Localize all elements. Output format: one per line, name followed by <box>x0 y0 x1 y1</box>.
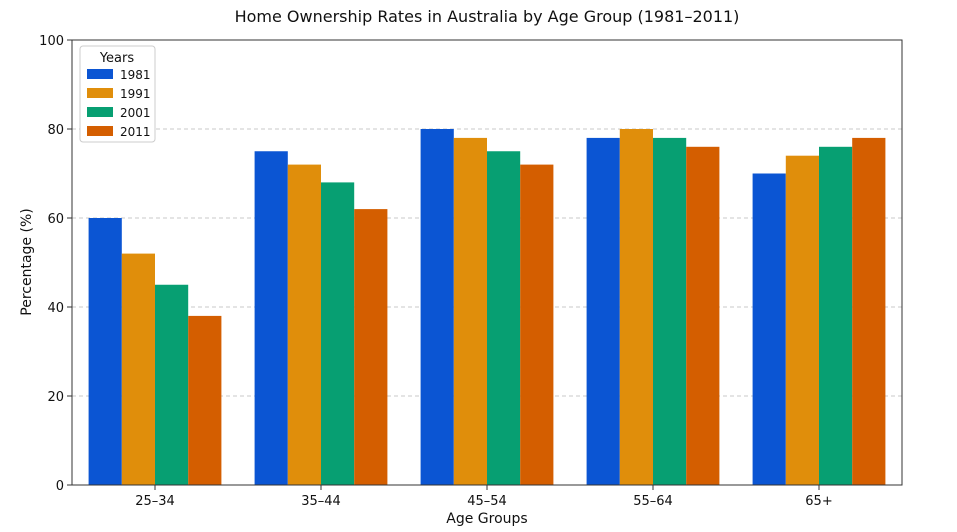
bar-2001-5 <box>819 146 853 486</box>
y-tick-label: 40 <box>47 301 64 316</box>
bar-1991-4 <box>619 129 653 485</box>
y-tick-label: 20 <box>47 390 64 405</box>
bar-2011-3 <box>520 164 554 485</box>
x-tick-label: 35–44 <box>301 494 341 509</box>
bar-1991-1 <box>121 253 155 485</box>
bar-2001-4 <box>653 137 687 485</box>
x-tick-label: 65+ <box>805 494 832 509</box>
chart-title: Home Ownership Rates in Australia by Age… <box>235 7 740 26</box>
legend: Years 1981 1991 2001 2011 <box>79 45 156 143</box>
y-tick-label: 80 <box>47 123 64 138</box>
bar-1991-3 <box>453 137 487 485</box>
bar-1981-3 <box>420 129 454 485</box>
y-tick-label: 60 <box>47 212 64 227</box>
bar-2011-1 <box>188 315 222 485</box>
legend-swatch-2001 <box>87 107 113 117</box>
legend-swatch-2011 <box>87 126 113 136</box>
x-tick-label: 55–64 <box>633 494 673 509</box>
legend-label-2011: 2011 <box>120 125 151 139</box>
bar-2001-1 <box>155 284 189 485</box>
bars <box>88 129 886 486</box>
legend-label-2001: 2001 <box>120 106 151 120</box>
x-tick-label: 25–34 <box>135 494 175 509</box>
bar-1981-1 <box>88 218 122 485</box>
legend-swatch-1991 <box>87 88 113 98</box>
x-axis-ticks: 25–34 35–44 45–54 55–64 65+ <box>135 485 833 509</box>
y-axis-label: Percentage (%) <box>19 208 35 315</box>
bar-2011-5 <box>852 137 886 485</box>
bar-2011-4 <box>686 146 720 486</box>
bar-1981-4 <box>586 137 620 485</box>
y-axis-ticks: 0 20 40 60 80 100 <box>39 34 72 494</box>
x-tick-label: 45–54 <box>467 494 507 509</box>
bar-1981-2 <box>254 151 288 485</box>
bar-2011-2 <box>354 209 388 485</box>
legend-title: Years <box>99 51 135 66</box>
bar-2001-3 <box>487 151 521 485</box>
legend-swatch-1981 <box>87 69 113 79</box>
bar-1991-2 <box>287 164 321 485</box>
bar-1991-5 <box>785 155 819 485</box>
legend-label-1981: 1981 <box>120 68 151 82</box>
x-axis-label: Age Groups <box>446 511 527 527</box>
y-tick-label: 100 <box>39 34 64 49</box>
bar-1981-5 <box>752 173 786 485</box>
y-tick-label: 0 <box>56 479 64 494</box>
legend-label-1991: 1991 <box>120 87 151 101</box>
bar-2001-2 <box>321 182 355 485</box>
